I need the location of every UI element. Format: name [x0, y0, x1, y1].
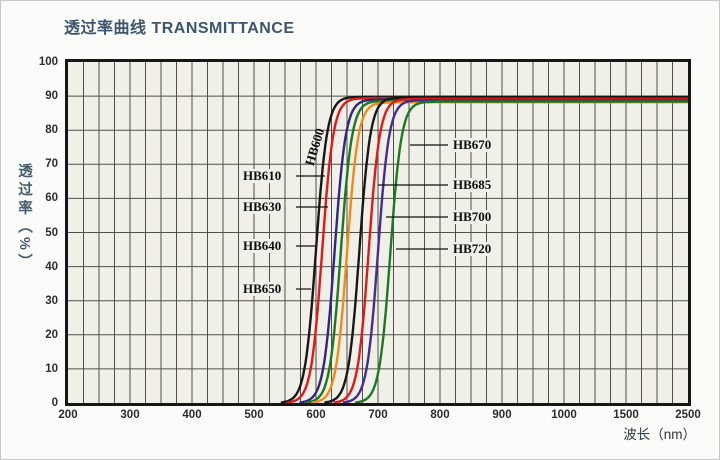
curve-hb700: [342, 99, 688, 403]
curve-hb600: [280, 95, 688, 403]
x-tick-1500: 1500: [613, 409, 639, 421]
plot-area: HB600 HB610 HB630 HB640 HB650 HB670 HB685 HB700…: [65, 59, 691, 406]
curve-label-hb610: HB610: [242, 168, 283, 183]
curve-label-hb640: HB640: [242, 238, 283, 253]
y-tick-50: 50: [45, 226, 58, 239]
page-title: 透过率曲线 TRANSMITTANCE: [64, 20, 295, 37]
curve-hb610: [286, 96, 688, 403]
curve-hb640: [305, 99, 688, 403]
curve-label-hb630: HB630: [242, 199, 283, 214]
x-tick-700: 700: [368, 409, 388, 421]
curve-hb720: [355, 100, 688, 403]
curve-hb670: [324, 96, 688, 403]
y-tick-20: 20: [45, 328, 58, 341]
curve-label-hb685: HB685: [452, 177, 493, 192]
curve-label-hb720: HB720: [452, 241, 493, 256]
y-tick-30: 30: [45, 294, 58, 307]
y-tick-10: 10: [45, 362, 58, 375]
x-tick-200: 200: [58, 409, 78, 421]
y-tick-60: 60: [45, 192, 58, 205]
x-axis-title: 波长（nm）: [623, 427, 696, 442]
curve-label-hb670: HB670: [452, 137, 493, 152]
x-tick-900: 900: [492, 409, 512, 421]
x-tick-2500: 2500: [675, 409, 701, 421]
curve-label-hb700: HB700: [452, 209, 493, 224]
x-tick-400: 400: [182, 409, 202, 421]
y-tick-70: 70: [45, 158, 58, 171]
y-tick-100: 100: [38, 56, 58, 68]
x-tick-1000: 1000: [551, 409, 577, 421]
x-tick-500: 500: [244, 409, 264, 421]
x-tick-300: 300: [120, 409, 140, 421]
y-tick-90: 90: [45, 90, 58, 103]
y-axis-title: 透过率（%）: [16, 163, 32, 273]
y-tick-80: 80: [45, 124, 58, 137]
transmittance-chart: [68, 62, 688, 403]
y-tick-0: 0: [51, 397, 58, 409]
curve-hb630: [299, 98, 688, 403]
x-tick-600: 600: [306, 409, 326, 421]
curve-hb685: [333, 97, 688, 403]
curve-label-hb650: HB650: [242, 281, 283, 296]
y-tick-40: 40: [45, 260, 58, 273]
x-tick-800: 800: [430, 409, 450, 421]
